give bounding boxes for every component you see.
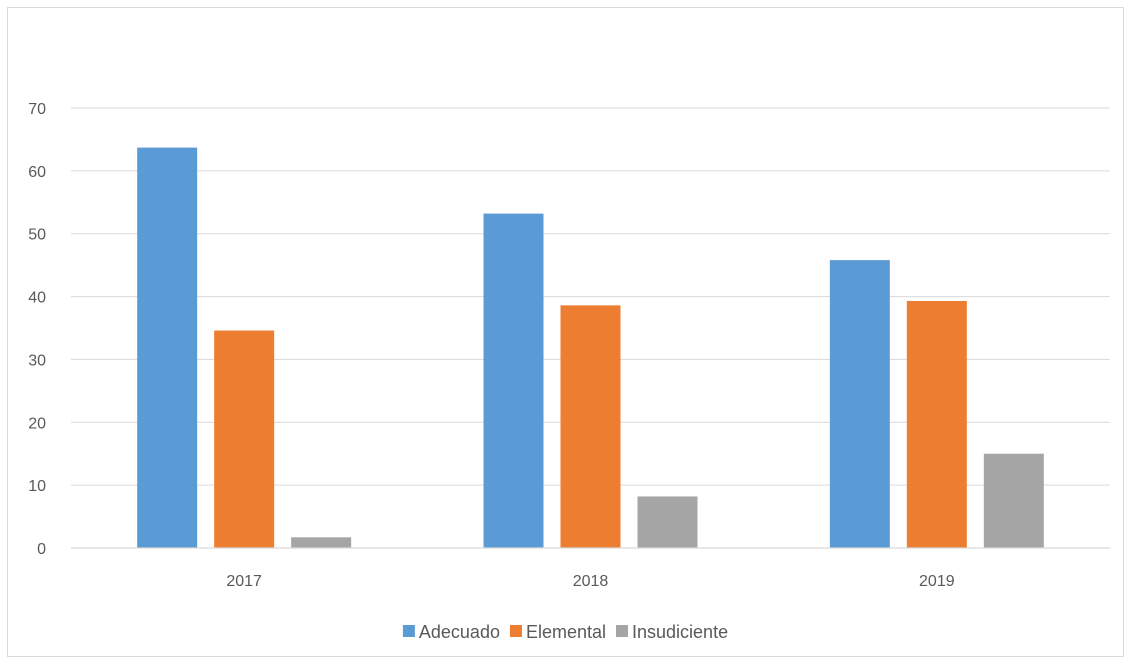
y-tick-label: 0 <box>37 541 46 558</box>
y-tick-label: 60 <box>28 164 46 181</box>
legend-swatch <box>509 625 522 637</box>
bar-adecuado-2019 <box>829 260 890 548</box>
legend-swatch <box>402 625 415 637</box>
y-tick-label: 40 <box>28 290 46 307</box>
legend-label: Adecuado <box>419 622 500 642</box>
x-axis-tick-labels: 2017 2018 2019 <box>226 573 954 590</box>
y-axis-tick-labels: 0 10 20 30 40 50 60 70 <box>28 101 46 558</box>
y-tick-label: 30 <box>28 352 46 369</box>
bar-elemental-2018 <box>560 305 621 548</box>
y-tick-label: 20 <box>28 415 46 432</box>
legend: Adecuado Elemental Insudiciente <box>402 622 728 642</box>
bar-elemental-2019 <box>906 300 967 548</box>
legend-label: Insudiciente <box>632 622 728 642</box>
bar-adecuado-2017 <box>137 147 198 548</box>
bar-elemental-2017 <box>214 330 275 548</box>
bar-insudiciente-2018 <box>637 496 698 548</box>
y-tick-label: 70 <box>28 101 46 118</box>
bar-insudiciente-2017 <box>291 537 352 548</box>
y-tick-label: 50 <box>28 227 46 244</box>
legend-swatch <box>616 625 629 637</box>
bars <box>137 147 1044 548</box>
legend-item-insudiciente: Insudiciente <box>616 622 728 642</box>
legend-item-adecuado: Adecuado <box>402 622 500 642</box>
legend-item-elemental: Elemental <box>509 622 606 642</box>
y-tick-label: 10 <box>28 478 46 495</box>
bar-insudiciente-2019 <box>983 453 1044 548</box>
x-tick-label: 2018 <box>573 573 609 590</box>
bar-adecuado-2018 <box>483 213 544 548</box>
legend-label: Elemental <box>526 622 606 642</box>
x-tick-label: 2017 <box>226 573 262 590</box>
x-tick-label: 2019 <box>919 573 955 590</box>
